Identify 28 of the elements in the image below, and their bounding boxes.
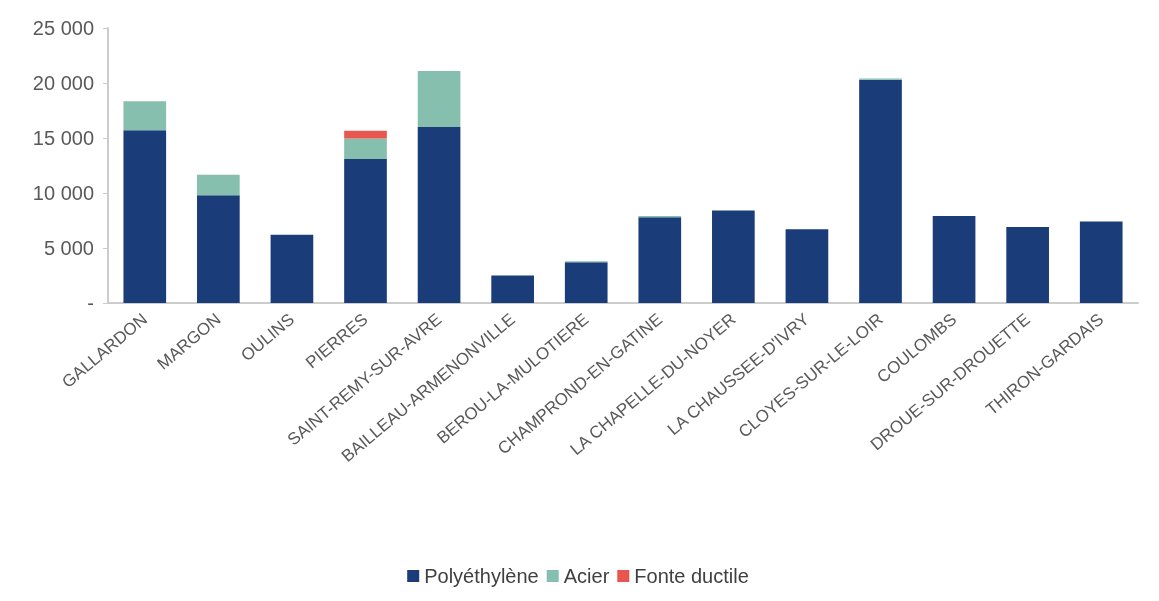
y-tick-label: 20 000 — [32, 72, 94, 94]
y-tick-label: 10 000 — [32, 182, 94, 204]
bar — [712, 210, 755, 303]
bar — [344, 130, 387, 139]
bar — [197, 174, 240, 196]
bar — [564, 262, 608, 303]
bar — [270, 234, 314, 303]
legend-label: Polyéthylène — [424, 565, 539, 587]
bar — [344, 158, 387, 303]
bar — [123, 130, 167, 303]
y-tick-label: 25 000 — [32, 17, 94, 39]
bar — [491, 275, 534, 303]
bar — [417, 127, 461, 303]
legend-label: Acier — [563, 565, 610, 587]
y-tick-label: - — [87, 292, 94, 314]
bar — [123, 101, 167, 131]
bar — [197, 195, 240, 303]
bar — [1079, 221, 1123, 303]
bar — [638, 217, 682, 303]
bar — [785, 229, 829, 303]
legend-label: Fonte ductile — [634, 565, 749, 587]
bar — [344, 138, 387, 159]
bar — [1006, 227, 1049, 303]
y-tick-label: 5 000 — [43, 237, 94, 259]
y-tick-label: 15 000 — [32, 127, 94, 149]
bar — [417, 70, 461, 127]
bar — [859, 79, 902, 303]
bar — [932, 216, 976, 303]
